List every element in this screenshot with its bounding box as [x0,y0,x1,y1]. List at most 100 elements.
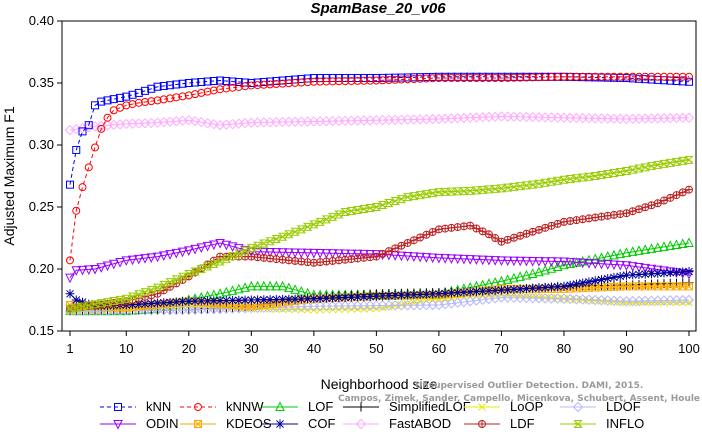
data-point-knnw [278,79,287,88]
legend-label: LDOF [606,399,641,414]
data-point-cof [434,289,444,299]
data-point-inflo [540,178,550,187]
data-point-odin [534,257,544,267]
data-point-odin [596,259,607,270]
data-point-inflo [240,246,250,255]
series-line-inflo [69,159,690,310]
data-point-knn [147,84,156,93]
data-point-knnw [597,72,606,81]
x-axis: 1 10 20 30 40 50 60 70 80 90 100 [66,331,700,356]
data-point-knnw [578,72,587,81]
data-point-cof [565,280,575,290]
data-point-ldf [484,230,493,239]
data-point-knnw [84,163,93,172]
data-point-knn [134,88,143,97]
data-point-odin [490,256,500,266]
data-point-inflo [71,303,81,312]
data-point-inflo [440,187,450,196]
data-point-lof [234,283,244,294]
data-point-lof [627,246,638,256]
data-point-inflo [340,207,350,216]
data-point-odin [227,242,238,253]
data-point-knn [303,74,312,83]
data-point-knn [672,77,681,86]
data-point-lof [246,280,257,291]
data-point-cof [365,292,375,302]
data-point-inflo [659,159,669,168]
data-point-odin [177,247,188,258]
data-point-knnw [497,74,506,83]
data-point-odin [571,258,582,268]
data-point-odin [352,249,363,260]
series-line-ldof [69,297,690,312]
data-point-knnw [134,98,143,107]
data-point-cof [465,287,475,297]
data-point-lof [552,261,563,272]
data-point-knnw [528,73,537,82]
data-point-cof [296,294,306,304]
data-point-odin [509,256,519,267]
data-point-odin [615,260,626,271]
data-point-cof [634,269,644,279]
data-point-odin [152,252,163,263]
data-point-inflo [590,172,600,180]
data-point-knnw [397,75,406,84]
data-point-cof [428,289,438,299]
data-point-cof [478,286,488,296]
data-point-odin [477,255,488,266]
data-point-knnw [66,256,74,265]
data-point-knnw [309,77,318,86]
data-point-inflo [646,162,657,171]
data-point-odin [552,257,563,268]
data-point-knnw [297,78,306,87]
data-point-cof [496,285,506,295]
data-point-cof [415,290,425,300]
legend-marker [356,402,366,412]
data-point-cof [559,281,569,291]
data-point-inflo [684,155,694,164]
data-point-lof [577,255,588,266]
data-point-knnw [266,80,275,89]
data-point-inflo [221,254,232,263]
data-point-knnw [584,72,593,81]
data-point-cof [671,267,681,277]
y-axis-label: Adjusted Maximum F1 [1,106,17,245]
data-point-inflo [334,210,344,219]
data-point-odin [459,254,469,265]
data-point-inflo [490,184,500,193]
data-point-knnw [197,88,206,97]
data-point-odin [309,248,319,259]
data-point-inflo [434,188,444,197]
legend-item-cof: COF [262,416,336,431]
data-point-cof [71,295,81,305]
data-point-inflo [628,165,638,174]
data-point-odin [340,249,350,260]
x-tick-label: 100 [678,341,700,356]
data-point-knnw [372,76,381,85]
series-odin [65,238,694,284]
data-point-cof [546,282,556,292]
data-point-odin [415,252,425,263]
data-point-knnw [647,72,656,81]
data-point-lof [559,259,569,270]
data-point-knnw [659,72,668,81]
data-point-knnw [222,84,231,93]
data-point-knnw [78,183,87,192]
data-point-knnw [666,72,675,81]
data-point-cof [659,268,669,278]
data-point-inflo [84,301,94,310]
data-point-inflo [315,217,325,226]
data-point-knnw [178,92,187,101]
data-point-odin [521,256,532,267]
data-point-cof [184,296,194,306]
data-point-knnw [341,77,350,86]
data-point-inflo [152,283,163,292]
data-point-odin [265,248,275,258]
data-point-odin [634,263,644,273]
data-point-knnw [534,73,543,82]
data-point-odin [640,263,651,274]
data-point-odin [234,244,244,254]
data-point-cof [359,292,369,302]
data-point-inflo [309,220,319,229]
data-point-knnw [553,72,562,81]
